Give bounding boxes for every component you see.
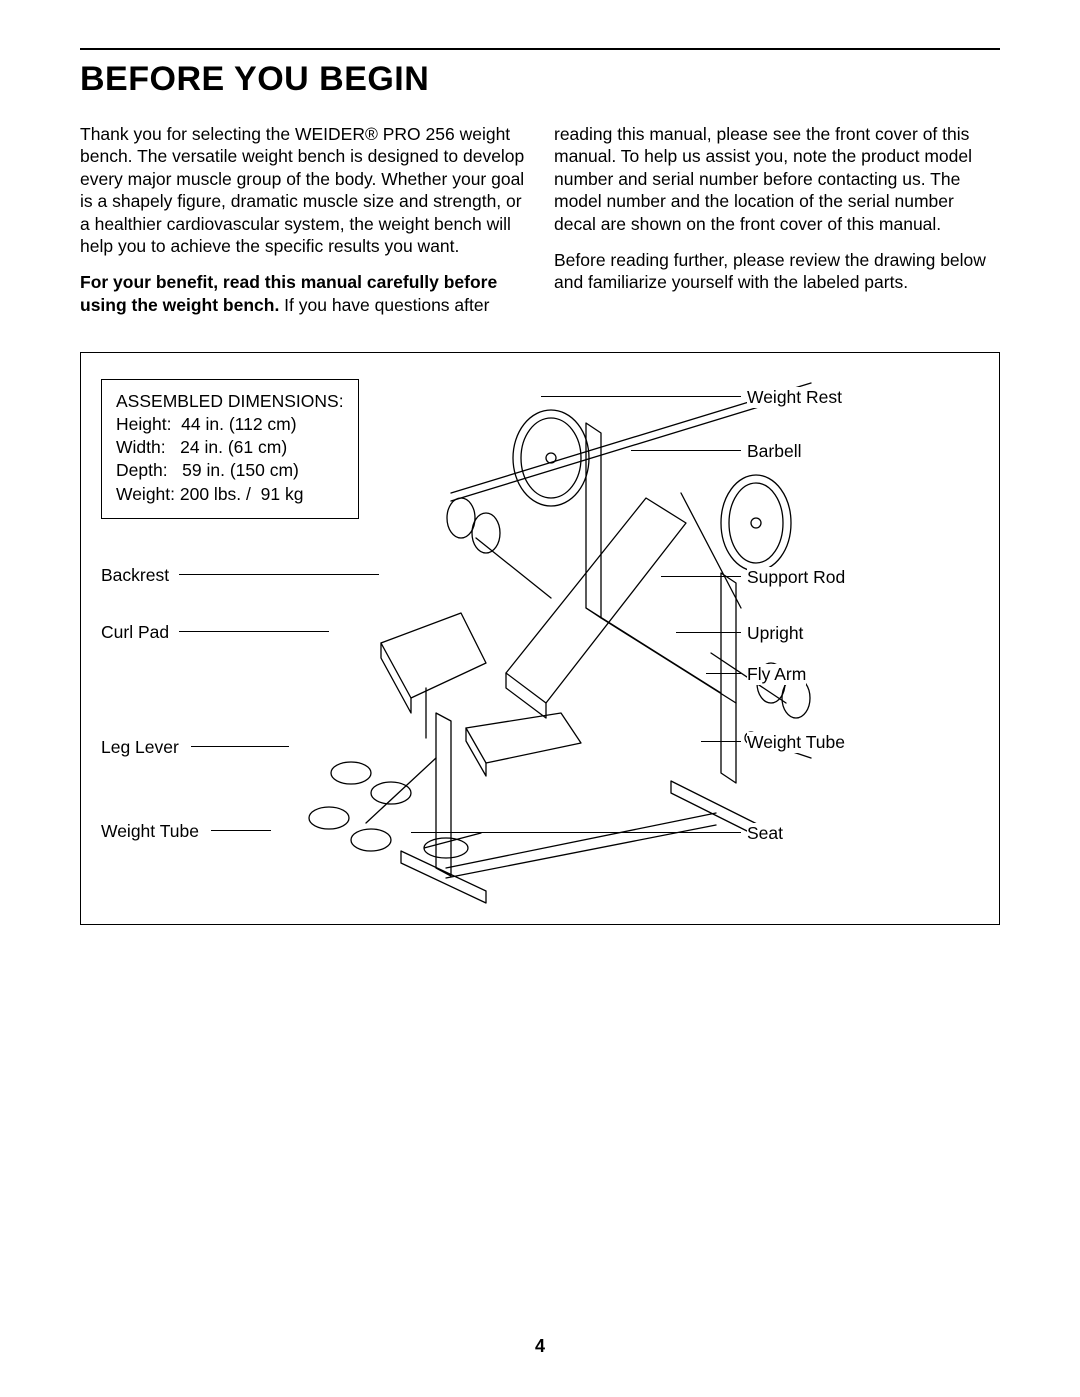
left-p2-rest: If you have questions after: [279, 295, 489, 315]
label-fly-arm: Fly Arm: [747, 664, 806, 685]
label-weight-tube-r: Weight Tube: [747, 732, 845, 753]
leader-seat: [411, 832, 741, 833]
left-p1: Thank you for selecting the WEIDER® PRO …: [80, 123, 526, 257]
label-backrest: Backrest: [101, 565, 169, 586]
left-p2: For your benefit, read this manual caref…: [80, 271, 526, 316]
leader-weight-tube-r: [701, 741, 741, 742]
body-columns: Thank you for selecting the WEIDER® PRO …: [80, 123, 1000, 330]
right-p1: reading this manual, please see the fron…: [554, 123, 1000, 235]
leader-support-rod: [661, 576, 741, 577]
label-upright: Upright: [747, 623, 803, 644]
leader-weight-rest: [541, 396, 741, 397]
leader-barbell: [631, 450, 741, 451]
label-barbell: Barbell: [747, 441, 801, 462]
page-number: 4: [0, 1336, 1080, 1357]
label-seat: Seat: [747, 823, 783, 844]
label-curl-pad: Curl Pad: [101, 622, 169, 643]
right-column: reading this manual, please see the fron…: [554, 123, 1000, 330]
leader-upright: [676, 632, 741, 633]
leader-curl-pad: [179, 631, 329, 632]
leader-fly-arm: [706, 673, 741, 674]
diagram-box: ASSEMBLED DIMENSIONS: Height: 44 in. (11…: [80, 352, 1000, 925]
top-rule: [80, 48, 1000, 50]
label-support-rod: Support Rod: [747, 567, 845, 588]
leader-weight-tube-l: [211, 830, 271, 831]
right-p2: Before reading further, please review th…: [554, 249, 1000, 294]
leader-backrest: [179, 574, 379, 575]
label-weight-rest: Weight Rest: [747, 387, 842, 408]
label-weight-tube-l: Weight Tube: [101, 821, 199, 842]
page-title: BEFORE YOU BEGIN: [80, 60, 1000, 99]
left-column: Thank you for selecting the WEIDER® PRO …: [80, 123, 526, 330]
label-leg-lever: Leg Lever: [101, 737, 179, 758]
leader-leg-lever: [191, 746, 289, 747]
